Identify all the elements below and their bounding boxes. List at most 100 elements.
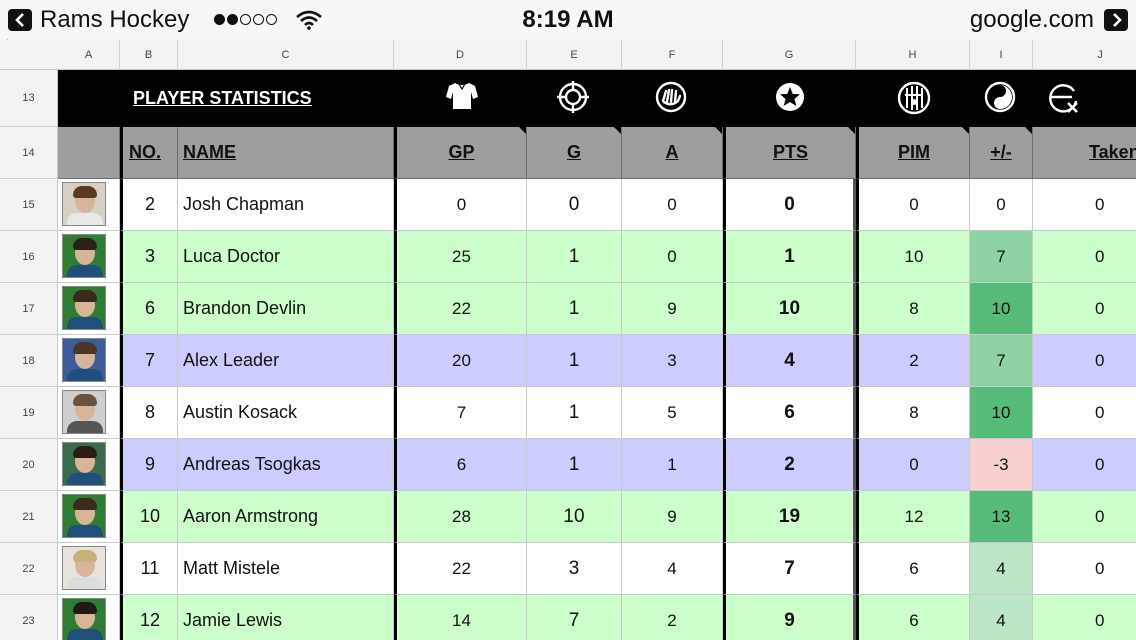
cell-gp[interactable]: 22 — [394, 543, 527, 595]
cell-g[interactable]: 1 — [527, 439, 622, 491]
row-header-14[interactable]: 14 — [0, 127, 58, 179]
cell-pim[interactable]: 6 — [856, 595, 970, 640]
cell-taken[interactable]: 0 — [1033, 231, 1136, 283]
cell-name[interactable]: Matt Mistele — [178, 543, 394, 595]
cell-pm[interactable]: 7 — [970, 231, 1033, 283]
column-title-g[interactable]: G — [527, 127, 622, 179]
cell-g[interactable]: 3 — [527, 543, 622, 595]
cell-pts[interactable]: 19 — [723, 491, 856, 543]
cell-gp[interactable]: 25 — [394, 231, 527, 283]
cell-taken[interactable]: 0 — [1033, 283, 1136, 335]
column-header-e[interactable]: E — [527, 40, 622, 70]
column-title-no[interactable]: NO. — [120, 127, 178, 179]
row-header-23[interactable]: 23 — [0, 595, 58, 640]
cell-pim[interactable]: 8 — [856, 283, 970, 335]
cell-a[interactable]: 9 — [622, 491, 723, 543]
cell-no[interactable]: 8 — [120, 387, 178, 439]
cell-pm[interactable]: 4 — [970, 543, 1033, 595]
cell-taken[interactable]: 0 — [1033, 179, 1136, 231]
cell-pm[interactable]: 4 — [970, 595, 1033, 640]
row-header-16[interactable]: 16 — [0, 231, 58, 283]
row-header-19[interactable]: 19 — [0, 387, 58, 439]
cell-pts[interactable]: 0 — [723, 179, 856, 231]
player-photo-cell[interactable] — [58, 543, 120, 595]
column-title-pim[interactable]: PIM — [856, 127, 970, 179]
row-header-21[interactable]: 21 — [0, 491, 58, 543]
cell-pim[interactable]: 0 — [856, 439, 970, 491]
cell-gp[interactable]: 7 — [394, 387, 527, 439]
row-header-20[interactable]: 20 — [0, 439, 58, 491]
column-title-pm[interactable]: +/- — [970, 127, 1033, 179]
cell-pim[interactable]: 10 — [856, 231, 970, 283]
cell-taken[interactable]: 0 — [1033, 387, 1136, 439]
cell-no[interactable]: 12 — [120, 595, 178, 640]
player-photo-cell[interactable] — [58, 335, 120, 387]
column-header-i[interactable]: I — [970, 40, 1033, 70]
sheet-title[interactable]: PLAYER STATISTICS — [133, 87, 312, 108]
column-header-b[interactable]: B — [120, 40, 178, 70]
row-header-18[interactable]: 18 — [0, 335, 58, 387]
column-header-c[interactable]: C — [178, 40, 394, 70]
cell-pts[interactable]: 10 — [723, 283, 856, 335]
row-header-13[interactable]: 13 — [0, 70, 58, 127]
cell-a[interactable]: 0 — [622, 179, 723, 231]
column-header-j[interactable]: J — [1033, 40, 1136, 70]
cell-taken[interactable]: 0 — [1033, 491, 1136, 543]
cell-a[interactable]: 1 — [622, 439, 723, 491]
cell-name[interactable]: Jamie Lewis — [178, 595, 394, 640]
cell-no[interactable]: 11 — [120, 543, 178, 595]
icon-cell-pts[interactable] — [723, 70, 856, 127]
cell-taken[interactable]: 0 — [1033, 335, 1136, 387]
column-title-pts[interactable]: PTS — [723, 127, 856, 179]
cell-name[interactable]: Josh Chapman — [178, 179, 394, 231]
cell-a[interactable]: 4 — [622, 543, 723, 595]
column-header-g[interactable]: G — [723, 40, 856, 70]
column-header-h[interactable]: H — [856, 40, 970, 70]
cell-a[interactable]: 3 — [622, 335, 723, 387]
column-header-d[interactable]: D — [394, 40, 527, 70]
cell-taken[interactable]: 0 — [1033, 439, 1136, 491]
cell-pts[interactable]: 2 — [723, 439, 856, 491]
cell-pts[interactable]: 6 — [723, 387, 856, 439]
icon-cell-g[interactable] — [527, 70, 622, 127]
cell-no[interactable]: 2 — [120, 179, 178, 231]
column-title-taken[interactable]: Taken — [1033, 127, 1136, 179]
cell-a[interactable]: 9 — [622, 283, 723, 335]
cell-pim[interactable]: 12 — [856, 491, 970, 543]
column-title-a[interactable]: A — [622, 127, 723, 179]
cell-no[interactable]: 7 — [120, 335, 178, 387]
cell-name[interactable]: Austin Kosack — [178, 387, 394, 439]
cell-no[interactable]: 10 — [120, 491, 178, 543]
cell-g[interactable]: 7 — [527, 595, 622, 640]
cell-gp[interactable]: 6 — [394, 439, 527, 491]
cell-name[interactable]: Aaron Armstrong — [178, 491, 394, 543]
cell-pts[interactable]: 7 — [723, 543, 856, 595]
cell-pim[interactable]: 2 — [856, 335, 970, 387]
cell-pim[interactable]: 8 — [856, 387, 970, 439]
icon-cell-pim[interactable] — [856, 70, 970, 127]
cell-g[interactable]: 1 — [527, 387, 622, 439]
cell-taken[interactable]: 0 — [1033, 543, 1136, 595]
icon-cell-pm[interactable] — [970, 70, 1033, 127]
cell-gp[interactable]: 28 — [394, 491, 527, 543]
cell-pts[interactable]: 4 — [723, 335, 856, 387]
icon-cell-a[interactable] — [622, 70, 723, 127]
cell-gp[interactable]: 22 — [394, 283, 527, 335]
cell-pm[interactable]: 13 — [970, 491, 1033, 543]
cell-no[interactable]: 3 — [120, 231, 178, 283]
player-photo-cell[interactable] — [58, 179, 120, 231]
cell-a[interactable]: 2 — [622, 595, 723, 640]
column-header-f[interactable]: F — [622, 40, 723, 70]
icon-cell-gp[interactable] — [394, 70, 527, 127]
cell-no[interactable]: 9 — [120, 439, 178, 491]
cell-pim[interactable]: 0 — [856, 179, 970, 231]
cell-g[interactable]: 0 — [527, 179, 622, 231]
cell-pm[interactable]: 10 — [970, 283, 1033, 335]
cell-name[interactable]: Andreas Tsogkas — [178, 439, 394, 491]
cell-gp[interactable]: 14 — [394, 595, 527, 640]
cell-pts[interactable]: 9 — [723, 595, 856, 640]
cell-no[interactable]: 6 — [120, 283, 178, 335]
column-title-name[interactable]: NAME — [178, 127, 394, 179]
cell-name[interactable]: Brandon Devlin — [178, 283, 394, 335]
forward-to-site-button[interactable] — [1104, 9, 1128, 31]
